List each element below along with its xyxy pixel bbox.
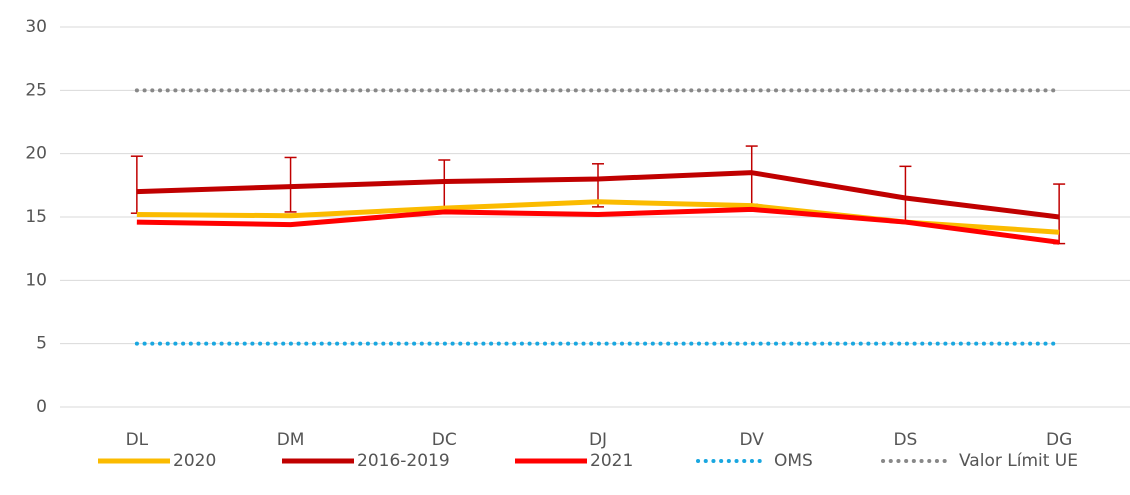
legend-label: OMS bbox=[774, 451, 813, 471]
series-line bbox=[136, 170, 1060, 220]
legend-label: 2016-2019 bbox=[357, 451, 450, 471]
y-tick-label: 10 bbox=[25, 270, 47, 290]
x-tick-label: DM bbox=[277, 430, 305, 450]
legend-label: 2020 bbox=[173, 451, 216, 471]
y-tick-label: 25 bbox=[25, 80, 47, 100]
x-tick-label: DG bbox=[1046, 430, 1072, 450]
legend-label: Valor Límit UE bbox=[959, 451, 1078, 471]
x-tick-label: DS bbox=[893, 430, 917, 450]
y-tick-label: 0 bbox=[36, 397, 47, 417]
x-tick-label: DC bbox=[432, 430, 457, 450]
x-tick-label: DV bbox=[740, 430, 765, 450]
y-tick-label: 30 bbox=[25, 17, 47, 37]
series-line bbox=[136, 206, 1060, 245]
legend-label: 2021 bbox=[590, 451, 633, 471]
y-tick-label: 5 bbox=[36, 334, 47, 354]
y-tick-label: 20 bbox=[25, 144, 47, 164]
y-tick-label: 15 bbox=[25, 207, 47, 227]
x-tick-label: DJ bbox=[589, 430, 607, 450]
x-tick-label: DL bbox=[126, 430, 149, 450]
